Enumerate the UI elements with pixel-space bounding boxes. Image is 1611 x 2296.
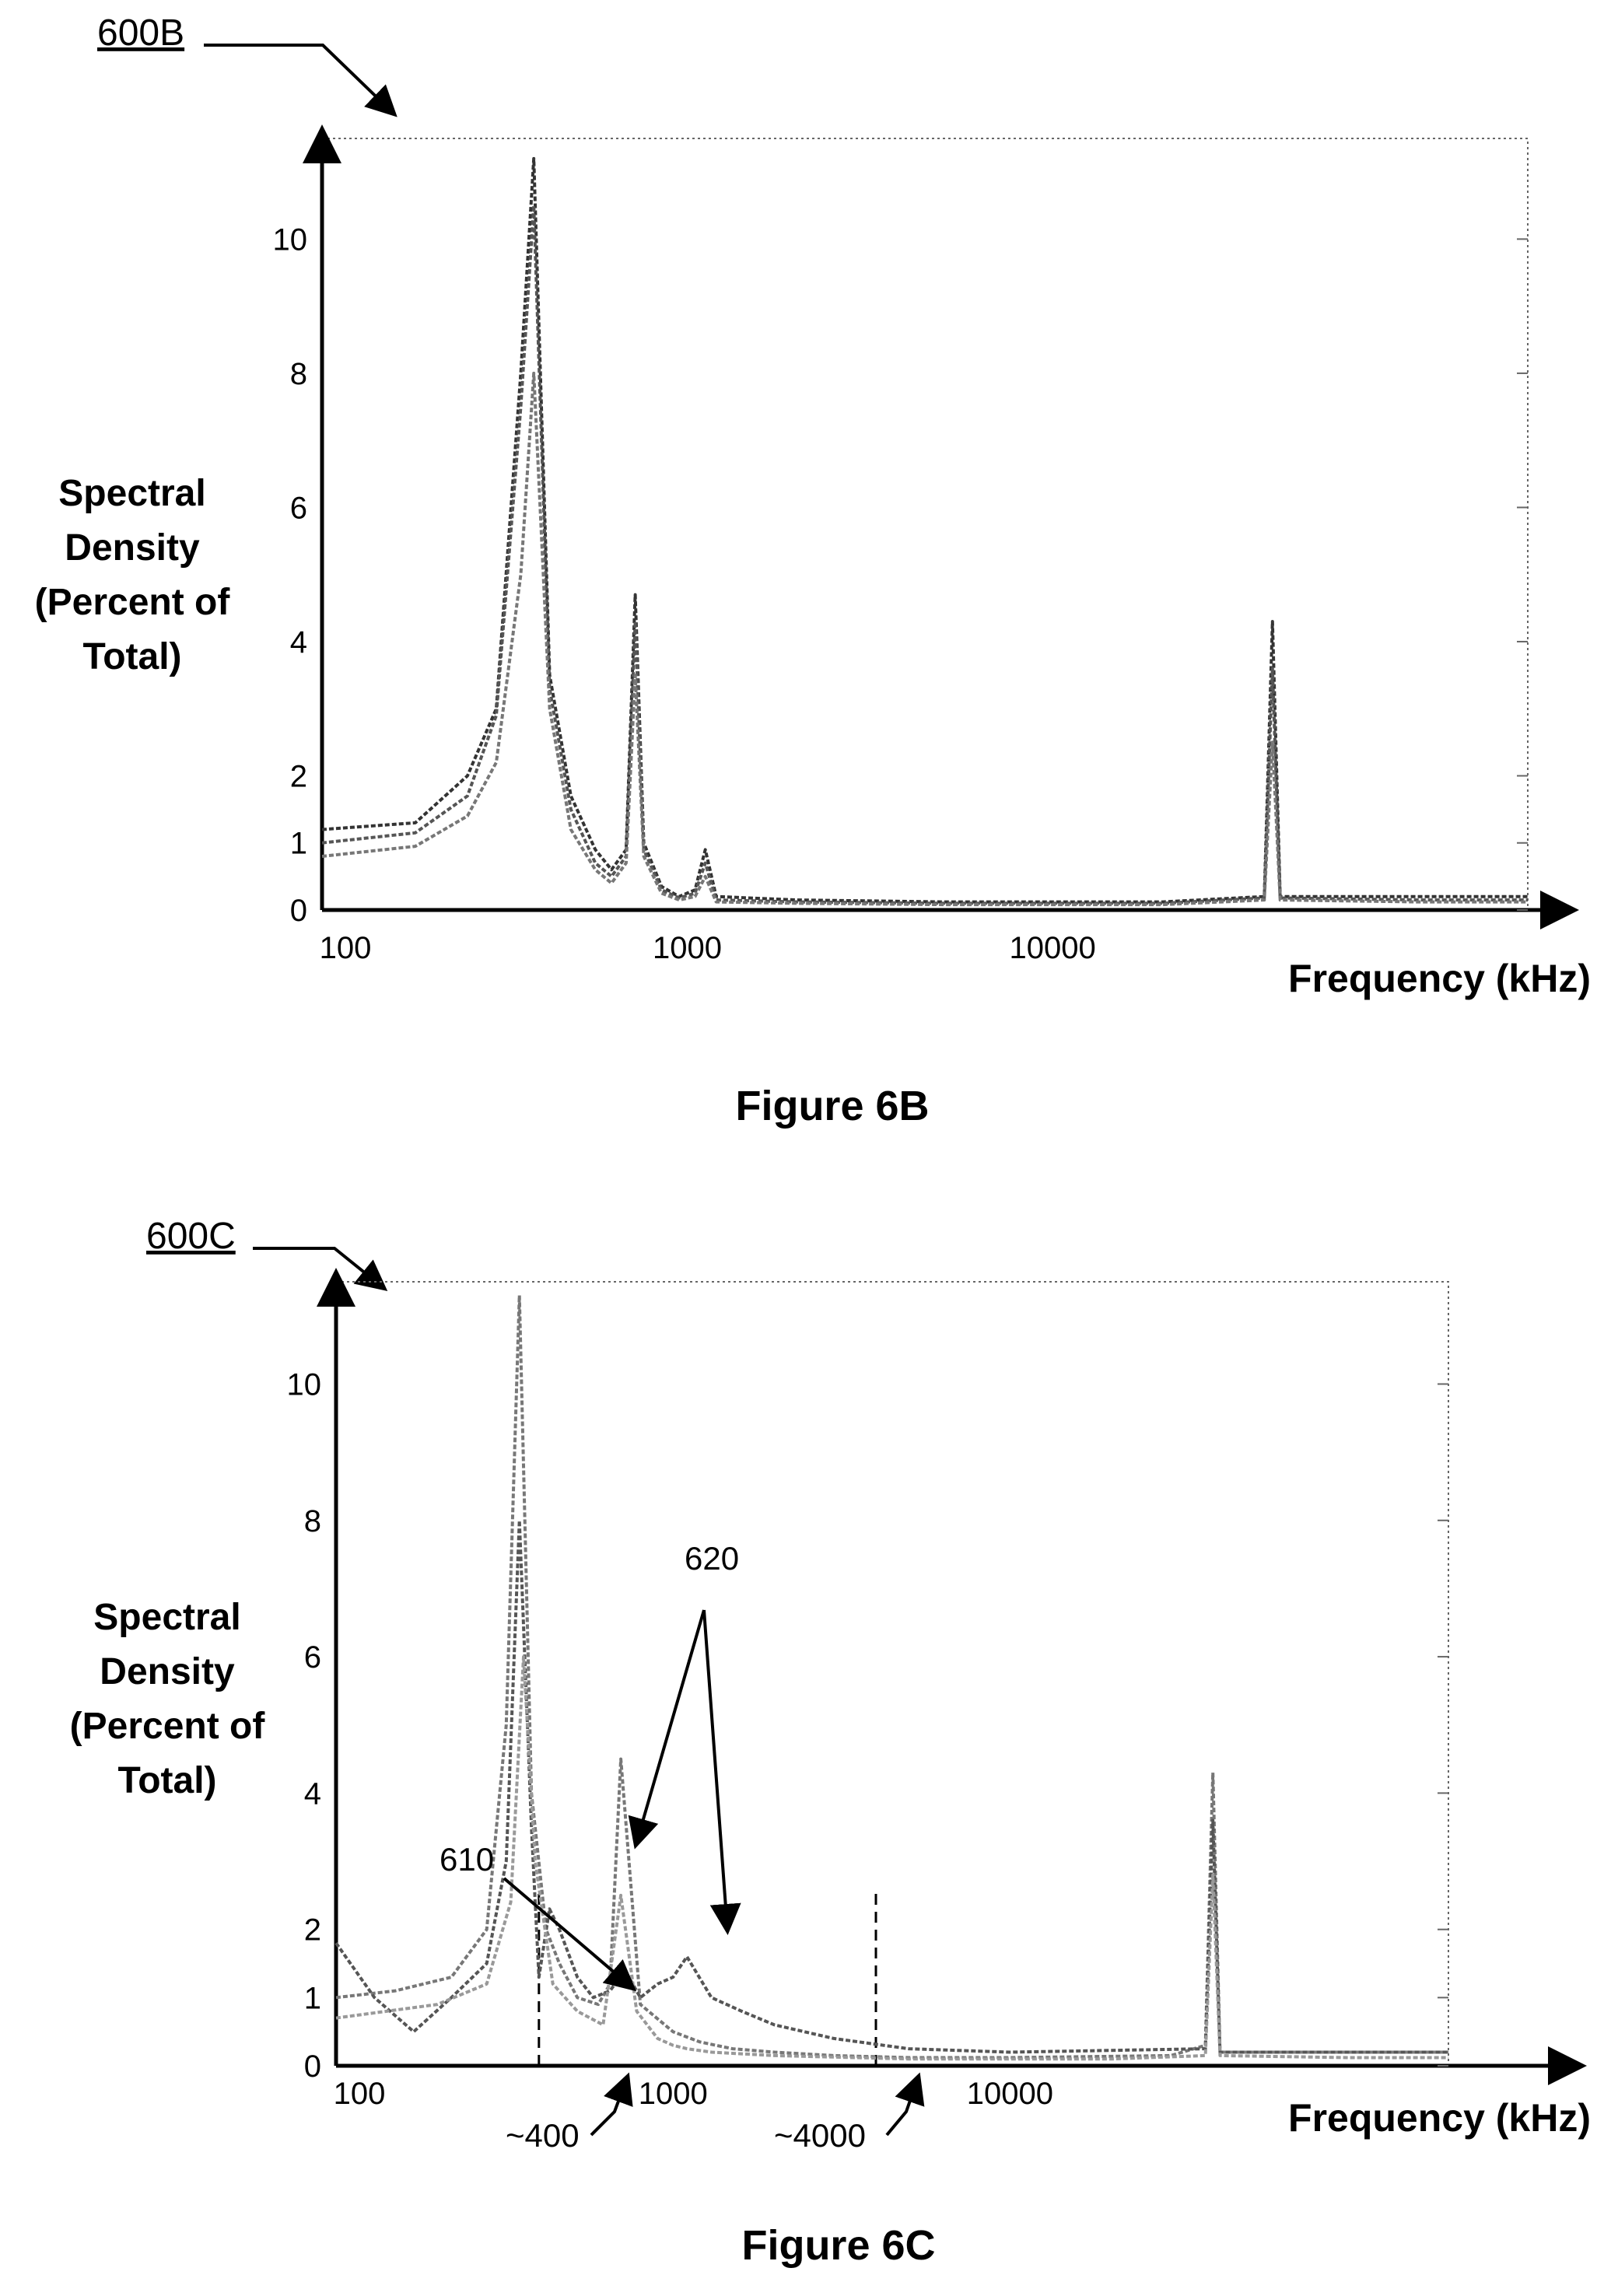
plot-frame (321, 138, 1529, 911)
series-line (334, 1518, 1448, 2054)
figure-ref-label: 600C (146, 1216, 236, 1257)
annotation-620-arrow-left (628, 1609, 706, 1850)
x-tick-label: 10000 (1009, 931, 1095, 965)
y-axis-label-line: (Percent of (35, 582, 231, 623)
marker-400-arrow (590, 2072, 633, 2137)
y-tick-label: 0 (290, 894, 307, 928)
series-line (335, 1655, 1448, 2061)
series-line (321, 371, 1528, 907)
series-layer (334, 1293, 1448, 2061)
y-tick-label: 6 (304, 1640, 321, 1675)
figure-ref-label: 600B (97, 12, 184, 54)
y-axis-label-line: Total) (117, 1760, 216, 1801)
x-axis-label: Frequency (kHz) (1288, 957, 1591, 1000)
annotation-620-arrow-right (702, 1609, 741, 1935)
y-axis-label-line: Total) (82, 636, 181, 677)
y-tick-labels: 0 1 2 4 6 8 10 (273, 222, 1528, 928)
figure-caption: Figure 6B (735, 1083, 929, 1129)
y-tick-label: 0 (304, 2049, 321, 2084)
x-tick-label: 1000 (639, 2077, 708, 2111)
y-tick-label: 2 (290, 759, 307, 793)
series-layer (321, 156, 1528, 907)
series-line (321, 204, 1528, 905)
ref-leader-arrow (204, 44, 397, 117)
figure-6b: 600B 0 1 2 4 6 8 10 100 1000 10000 Spectral Dens… (35, 12, 1591, 1129)
y-axis-label-line: Spectral (93, 1597, 240, 1638)
x-tick-label: 1000 (653, 931, 722, 965)
annotation-610-label: 610 (440, 1841, 494, 1878)
y-axis-label-line: Density (100, 1651, 235, 1692)
y-tick-label: 4 (304, 1776, 321, 1811)
marker-4000-label: ~4000 (774, 2117, 866, 2154)
y-axis-label-line: (Percent of (70, 1706, 266, 1747)
dashed-frequency-markers (538, 1888, 877, 2066)
y-axis-label-line: Density (65, 527, 200, 569)
y-tick-label: 1 (304, 1981, 321, 2015)
ref-leader-arrow (253, 1247, 388, 1292)
y-tick-label: 1 (290, 827, 307, 861)
x-axis-label: Frequency (kHz) (1288, 2096, 1591, 2140)
marker-4000-arrow (885, 2072, 925, 2137)
y-tick-label: 6 (290, 491, 307, 525)
plot-frame (335, 1281, 1449, 2067)
x-tick-label: 100 (320, 931, 372, 965)
series-line (335, 1293, 1448, 2060)
annotation-620-label: 620 (685, 1540, 739, 1577)
marker-400-label: ~400 (506, 2117, 580, 2154)
x-tick-label: 10000 (967, 2077, 1053, 2111)
y-tick-labels: 0 1 2 4 6 8 10 (287, 1367, 1448, 2084)
annotation-610-arrow (503, 1877, 637, 1992)
y-tick-label: 10 (287, 1367, 322, 1402)
y-tick-label: 2 (304, 1913, 321, 1948)
y-tick-label: 10 (273, 222, 308, 257)
y-axis-label: Spectral Density (Percent of Total) (35, 473, 231, 677)
x-tick-label: 100 (334, 2077, 386, 2111)
x-tick-labels: 100 1000 10000 (334, 2077, 1053, 2111)
y-tick-label: 4 (290, 625, 307, 660)
series-line (321, 156, 1528, 904)
y-tick-label: 8 (304, 1504, 321, 1538)
x-tick-labels: 100 1000 10000 (320, 931, 1096, 965)
y-axis-label: Spectral Density (Percent of Total) (70, 1597, 266, 1801)
y-tick-label: 8 (290, 357, 307, 391)
y-axis-label-line: Spectral (58, 473, 205, 514)
figure-caption: Figure 6C (741, 2222, 935, 2269)
